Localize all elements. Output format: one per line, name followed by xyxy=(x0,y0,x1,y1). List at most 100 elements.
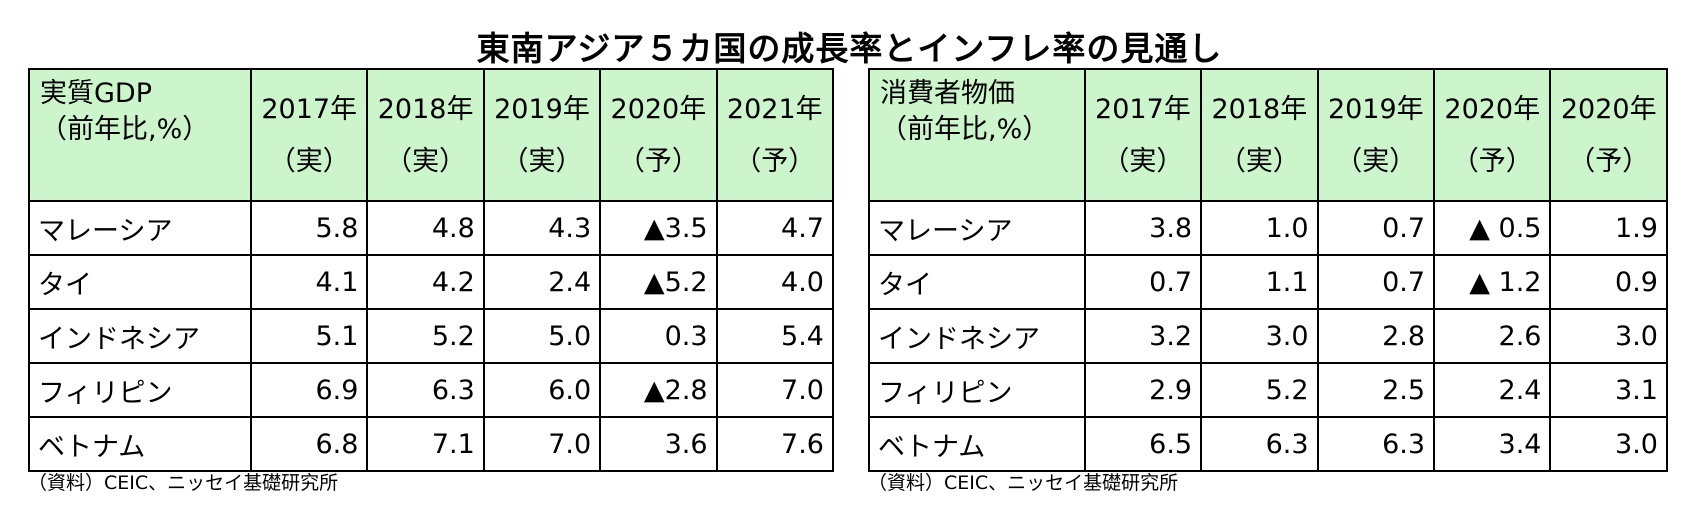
estimate-type-label: （実） xyxy=(385,146,467,177)
country-name: フィリピン xyxy=(868,362,1086,418)
cpi-value-cell: 1.0 xyxy=(1200,200,1319,256)
gdp-year-header: 2017年 （実） xyxy=(250,68,369,202)
cpi-label-unit: （前年比,%） xyxy=(880,114,1050,145)
cpi-value-cell: 6.3 xyxy=(1316,416,1436,472)
cpi-value-cell: 3.8 xyxy=(1083,200,1203,256)
cpi-source-note: （資料）CEIC、ニッセイ基礎研究所 xyxy=(868,472,1179,494)
country-name: フィリピン xyxy=(27,362,253,418)
gdp-value-cell: 5.1 xyxy=(250,308,369,364)
country-name: マレーシア xyxy=(27,200,253,256)
estimate-type-label: （予） xyxy=(1568,146,1650,177)
cpi-value-cell: 3.0 xyxy=(1549,416,1668,472)
gdp-value-cell: 6.3 xyxy=(366,362,485,418)
cpi-inflation-table: 消費者物価 （前年比,%） 2017年 （実） 2018年 （実） 2019年 （実） 2020… xyxy=(868,68,1668,472)
year-label: 2017年 xyxy=(261,94,358,125)
cpi-value-cell: 0.9 xyxy=(1549,254,1668,310)
year-label: 2019年 xyxy=(494,94,590,125)
cpi-table-row: インドネシア 3.2 3.0 2.8 2.6 3.0 xyxy=(868,308,1668,364)
gdp-value-cell: 7.6 xyxy=(715,416,835,472)
gdp-value-cell: 3.6 xyxy=(599,416,718,472)
country-name: ベトナム xyxy=(868,416,1086,472)
cpi-value-cell: 2.4 xyxy=(1433,362,1552,418)
gdp-header-row: 実質GDP （前年比,%） 2017年 （実） 2018年 （実） 2019年 （実） 2020… xyxy=(27,68,835,202)
cpi-value-cell: 2.5 xyxy=(1316,362,1436,418)
gdp-year-header: 2018年 （実） xyxy=(366,68,485,202)
gdp-label-title: 実質GDP xyxy=(40,78,152,109)
gdp-value-cell: 5.0 xyxy=(482,308,602,364)
cpi-header-label: 消費者物価 （前年比,%） xyxy=(868,68,1086,202)
cpi-value-cell: 3.0 xyxy=(1200,308,1319,364)
year-label: 2021年 xyxy=(726,94,823,125)
year-label: 2019年 xyxy=(1327,94,1424,125)
year-label: 2017年 xyxy=(1095,94,1191,125)
cpi-value-cell: 3.1 xyxy=(1549,362,1668,418)
country-name: マレーシア xyxy=(868,200,1086,256)
page-title: 東南アジア５カ国の成長率とインフレ率の見通し xyxy=(476,29,1223,68)
estimate-type-label: （実） xyxy=(1102,146,1184,177)
cpi-value-cell: 0.7 xyxy=(1083,254,1203,310)
cpi-label-title: 消費者物価 xyxy=(880,78,1015,109)
cpi-table-body: マレーシア 3.8 1.0 0.7 ▲ 0.5 1.9 タイ 0.7 1.1 0.7 ▲ 1.2 0.… xyxy=(868,200,1668,472)
gdp-source-note: （資料）CEIC、ニッセイ基礎研究所 xyxy=(28,472,339,494)
country-name: インドネシア xyxy=(868,308,1086,364)
country-name: タイ xyxy=(27,254,253,310)
cpi-year-header: 2017年 （実） xyxy=(1083,68,1203,202)
year-label: 2018年 xyxy=(377,94,474,125)
cpi-value-cell: 0.7 xyxy=(1316,254,1436,310)
gdp-value-cell: 4.2 xyxy=(366,254,485,310)
gdp-table-row: マレーシア 5.8 4.8 4.3 ▲3.5 4.7 xyxy=(27,200,835,256)
country-name: ベトナム xyxy=(27,416,253,472)
gdp-value-cell: 5.8 xyxy=(250,200,369,256)
cpi-table-row: マレーシア 3.8 1.0 0.7 ▲ 0.5 1.9 xyxy=(868,200,1668,256)
cpi-year-header: 2020年 （予） xyxy=(1433,68,1552,202)
cpi-value-cell: 5.2 xyxy=(1200,362,1319,418)
cpi-value-cell: 3.4 xyxy=(1433,416,1552,472)
gdp-value-cell: 5.4 xyxy=(715,308,835,364)
estimate-type-label: （予） xyxy=(734,146,816,177)
cpi-value-cell: ▲ 1.2 xyxy=(1433,254,1552,310)
estimate-type-label: （実） xyxy=(1335,146,1417,177)
year-label: 2020年 xyxy=(610,94,707,125)
year-label: 2018年 xyxy=(1211,94,1308,125)
estimate-type-label: （予） xyxy=(617,146,699,177)
cpi-table-row: タイ 0.7 1.1 0.7 ▲ 1.2 0.9 xyxy=(868,254,1668,310)
gdp-value-cell: 4.0 xyxy=(715,254,835,310)
cpi-table-header: 消費者物価 （前年比,%） 2017年 （実） 2018年 （実） 2019年 （実） 2020… xyxy=(868,68,1668,202)
gdp-value-cell: 6.9 xyxy=(250,362,369,418)
gdp-label-unit: （前年比,%） xyxy=(40,114,210,145)
gdp-table-header: 実質GDP （前年比,%） 2017年 （実） 2018年 （実） 2019年 （実） 2020… xyxy=(27,68,835,202)
estimate-type-label: （実） xyxy=(268,146,350,177)
gdp-value-cell: 6.0 xyxy=(482,362,602,418)
gdp-year-header: 2020年 （予） xyxy=(599,68,718,202)
cpi-value-cell: 2.8 xyxy=(1316,308,1436,364)
estimate-type-label: （予） xyxy=(1451,146,1533,177)
gdp-value-cell: 4.8 xyxy=(366,200,485,256)
gdp-value-cell: 2.4 xyxy=(482,254,602,310)
gdp-value-cell: 7.1 xyxy=(366,416,485,472)
gdp-year-header: 2021年 （予） xyxy=(715,68,835,202)
gdp-table-row: タイ 4.1 4.2 2.4 ▲5.2 4.0 xyxy=(27,254,835,310)
cpi-table-row: ベトナム 6.5 6.3 6.3 3.4 3.0 xyxy=(868,416,1668,472)
cpi-year-header: 2019年 （実） xyxy=(1316,68,1436,202)
cpi-header-row: 消費者物価 （前年比,%） 2017年 （実） 2018年 （実） 2019年 （実） 2020… xyxy=(868,68,1668,202)
cpi-year-header: 2020年 （予） xyxy=(1549,68,1668,202)
gdp-value-cell: 6.8 xyxy=(250,416,369,472)
year-label: 2020年 xyxy=(1560,94,1657,125)
gdp-year-header: 2019年 （実） xyxy=(482,68,602,202)
gdp-value-cell: 0.3 xyxy=(599,308,718,364)
cpi-value-cell: 2.6 xyxy=(1433,308,1552,364)
estimate-type-label: （実） xyxy=(1218,146,1300,177)
gdp-value-cell: 5.2 xyxy=(366,308,485,364)
year-label: 2020年 xyxy=(1444,94,1541,125)
gdp-header-label: 実質GDP （前年比,%） xyxy=(27,68,253,202)
gdp-growth-table: 実質GDP （前年比,%） 2017年 （実） 2018年 （実） 2019年 （実） 2020… xyxy=(27,68,835,472)
gdp-value-cell: 4.7 xyxy=(715,200,835,256)
gdp-table-body: マレーシア 5.8 4.8 4.3 ▲3.5 4.7 タイ 4.1 4.2 2.4 ▲5.2 4.0 イ… xyxy=(27,200,835,472)
cpi-value-cell: 6.3 xyxy=(1200,416,1319,472)
gdp-value-cell: 4.3 xyxy=(482,200,602,256)
cpi-value-cell: 3.0 xyxy=(1549,308,1668,364)
gdp-value-cell: ▲2.8 xyxy=(599,362,718,418)
gdp-value-cell: 7.0 xyxy=(715,362,835,418)
country-name: インドネシア xyxy=(27,308,253,364)
gdp-value-cell: 7.0 xyxy=(482,416,602,472)
